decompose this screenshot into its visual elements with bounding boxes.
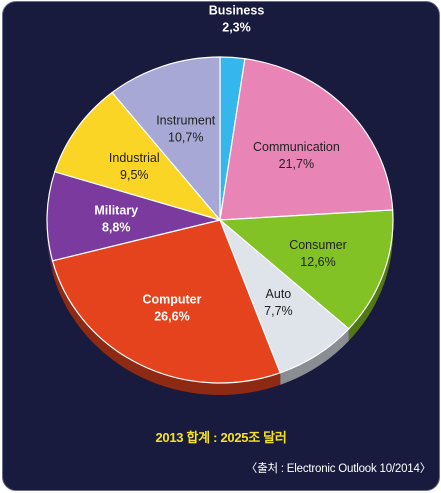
slice-label-military: Military 8,8% <box>94 204 138 235</box>
pie-side-military <box>47 220 53 273</box>
slice-label-business: Business 2,3% <box>209 3 265 34</box>
slice-label-industrial: Industrial 9,5% <box>109 151 160 182</box>
pie-side-computer <box>52 260 281 395</box>
slice-label-instrument: Instrument 10,7% <box>156 114 216 145</box>
pie-chart: Business 2,3% Communication 21,7% Consumer 12… <box>46 3 394 395</box>
pie-slice-consumer <box>218 209 394 330</box>
pie-slice-military <box>46 171 223 262</box>
pie-slice-computer <box>51 219 281 384</box>
slice-label-consumer: Consumer 12,6% <box>289 238 347 269</box>
chart-caption: 2013 합계 : 2025조 달러 <box>155 430 287 445</box>
slice-label-computer: Computer 26,6% <box>142 293 201 324</box>
pie-slice-industrial <box>53 91 222 222</box>
slice-label-communication: Communication 21,7% <box>253 140 340 171</box>
source-note: 〈출처 : Electronic Outlook 10/2014〉 <box>245 463 431 475</box>
slice-label-auto: Auto 7,7% <box>264 287 293 318</box>
pie-side-consumer <box>348 220 393 341</box>
pie-slice-instrument <box>111 56 221 222</box>
pie-slice-communication <box>219 58 394 221</box>
